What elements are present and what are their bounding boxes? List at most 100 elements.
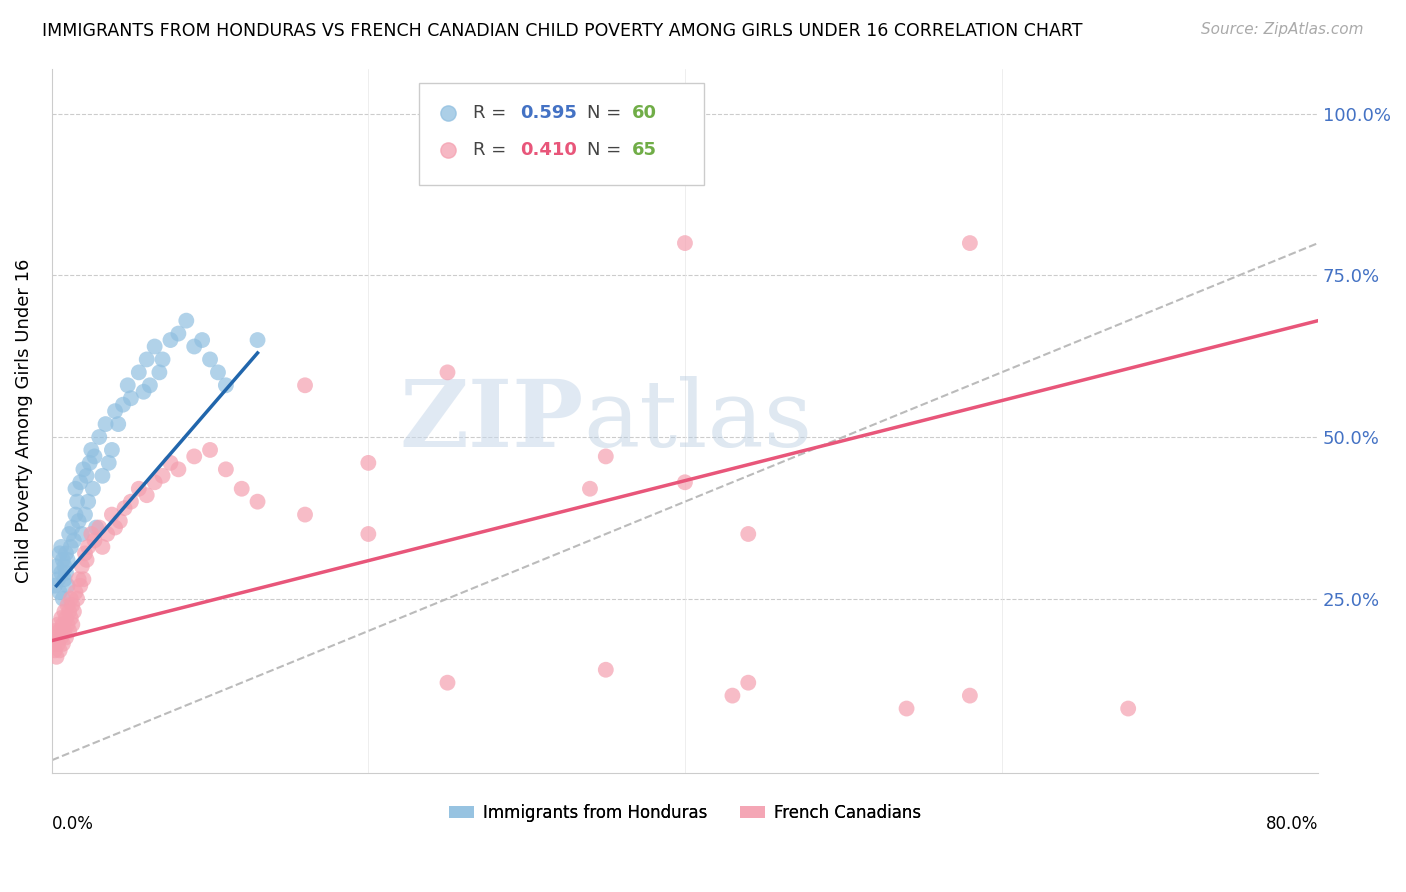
Point [46, 617, 69, 632]
Point [69, 475, 91, 490]
Point [152, 468, 174, 483]
Point [246, 333, 269, 347]
Point [104, 404, 127, 418]
Point [53, 605, 76, 619]
Point [132, 384, 155, 399]
Point [101, 442, 124, 457]
Point [45, 631, 67, 645]
Point [231, 482, 253, 496]
Point [89, 520, 111, 534]
Point [55, 546, 77, 560]
Text: 0.595: 0.595 [520, 103, 578, 122]
Point [737, 675, 759, 690]
Point [72, 462, 94, 476]
Point [79, 456, 101, 470]
Point [159, 456, 181, 470]
Point [48, 624, 70, 638]
Point [294, 508, 316, 522]
Point [159, 333, 181, 347]
Point [59, 540, 82, 554]
Point [45, 559, 67, 574]
Point [1116, 701, 1139, 715]
Text: N =: N = [588, 103, 627, 122]
Text: ZIP: ZIP [399, 376, 583, 466]
Point [595, 450, 617, 464]
Point [143, 339, 166, 353]
Point [357, 527, 380, 541]
Point [55, 566, 77, 580]
Point [108, 514, 131, 528]
Point [52, 591, 75, 606]
Point [60, 520, 83, 534]
Point [959, 236, 981, 251]
Point [53, 624, 76, 638]
Point [595, 663, 617, 677]
Point [96, 527, 118, 541]
Point [91, 540, 114, 554]
Point [128, 482, 150, 496]
Text: N =: N = [588, 141, 627, 159]
Point [63, 605, 86, 619]
Point [91, 468, 114, 483]
Point [143, 475, 166, 490]
Point [59, 591, 82, 606]
Point [45, 649, 67, 664]
Point [77, 540, 100, 554]
Point [42, 637, 65, 651]
Point [183, 450, 205, 464]
Point [80, 527, 103, 541]
Point [66, 494, 89, 508]
Point [60, 598, 83, 612]
Point [56, 553, 79, 567]
Point [139, 378, 162, 392]
Point [120, 494, 142, 508]
Point [198, 352, 221, 367]
Point [104, 520, 127, 534]
Point [294, 378, 316, 392]
Point [207, 365, 229, 379]
Point [97, 456, 120, 470]
Point [77, 494, 100, 508]
Text: atlas: atlas [583, 376, 813, 466]
Point [73, 546, 96, 560]
Point [67, 572, 90, 586]
Point [48, 585, 70, 599]
Point [579, 482, 602, 496]
Text: IMMIGRANTS FROM HONDURAS VS FRENCH CANADIAN CHILD POVERTY AMONG GIRLS UNDER 16 C: IMMIGRANTS FROM HONDURAS VS FRENCH CANAD… [42, 22, 1083, 40]
Text: 0.0%: 0.0% [52, 815, 94, 833]
Point [148, 365, 170, 379]
Point [52, 617, 75, 632]
Point [83, 533, 105, 548]
Point [58, 624, 80, 638]
Point [65, 508, 87, 522]
Point [48, 643, 70, 657]
Point [65, 482, 87, 496]
Point [66, 591, 89, 606]
Point [198, 442, 221, 457]
Point [673, 236, 696, 251]
Point [56, 579, 79, 593]
Point [94, 417, 117, 431]
Text: Source: ZipAtlas.com: Source: ZipAtlas.com [1201, 22, 1364, 37]
Point [70, 527, 93, 541]
Point [101, 508, 124, 522]
Point [51, 566, 73, 580]
Point [52, 637, 75, 651]
Text: 0.410: 0.410 [520, 141, 578, 159]
Point [82, 482, 104, 496]
Text: 65: 65 [631, 141, 657, 159]
Point [51, 540, 73, 554]
Point [76, 553, 98, 567]
Point [152, 352, 174, 367]
Point [114, 501, 136, 516]
Point [673, 475, 696, 490]
Point [60, 617, 83, 632]
Y-axis label: Child Poverty Among Girls Under 16: Child Poverty Among Girls Under 16 [15, 259, 32, 583]
Point [135, 352, 157, 367]
Point [44, 643, 66, 657]
Point [84, 520, 107, 534]
Point [56, 598, 79, 612]
Text: R =: R = [474, 141, 512, 159]
Point [183, 339, 205, 353]
Point [167, 326, 190, 341]
